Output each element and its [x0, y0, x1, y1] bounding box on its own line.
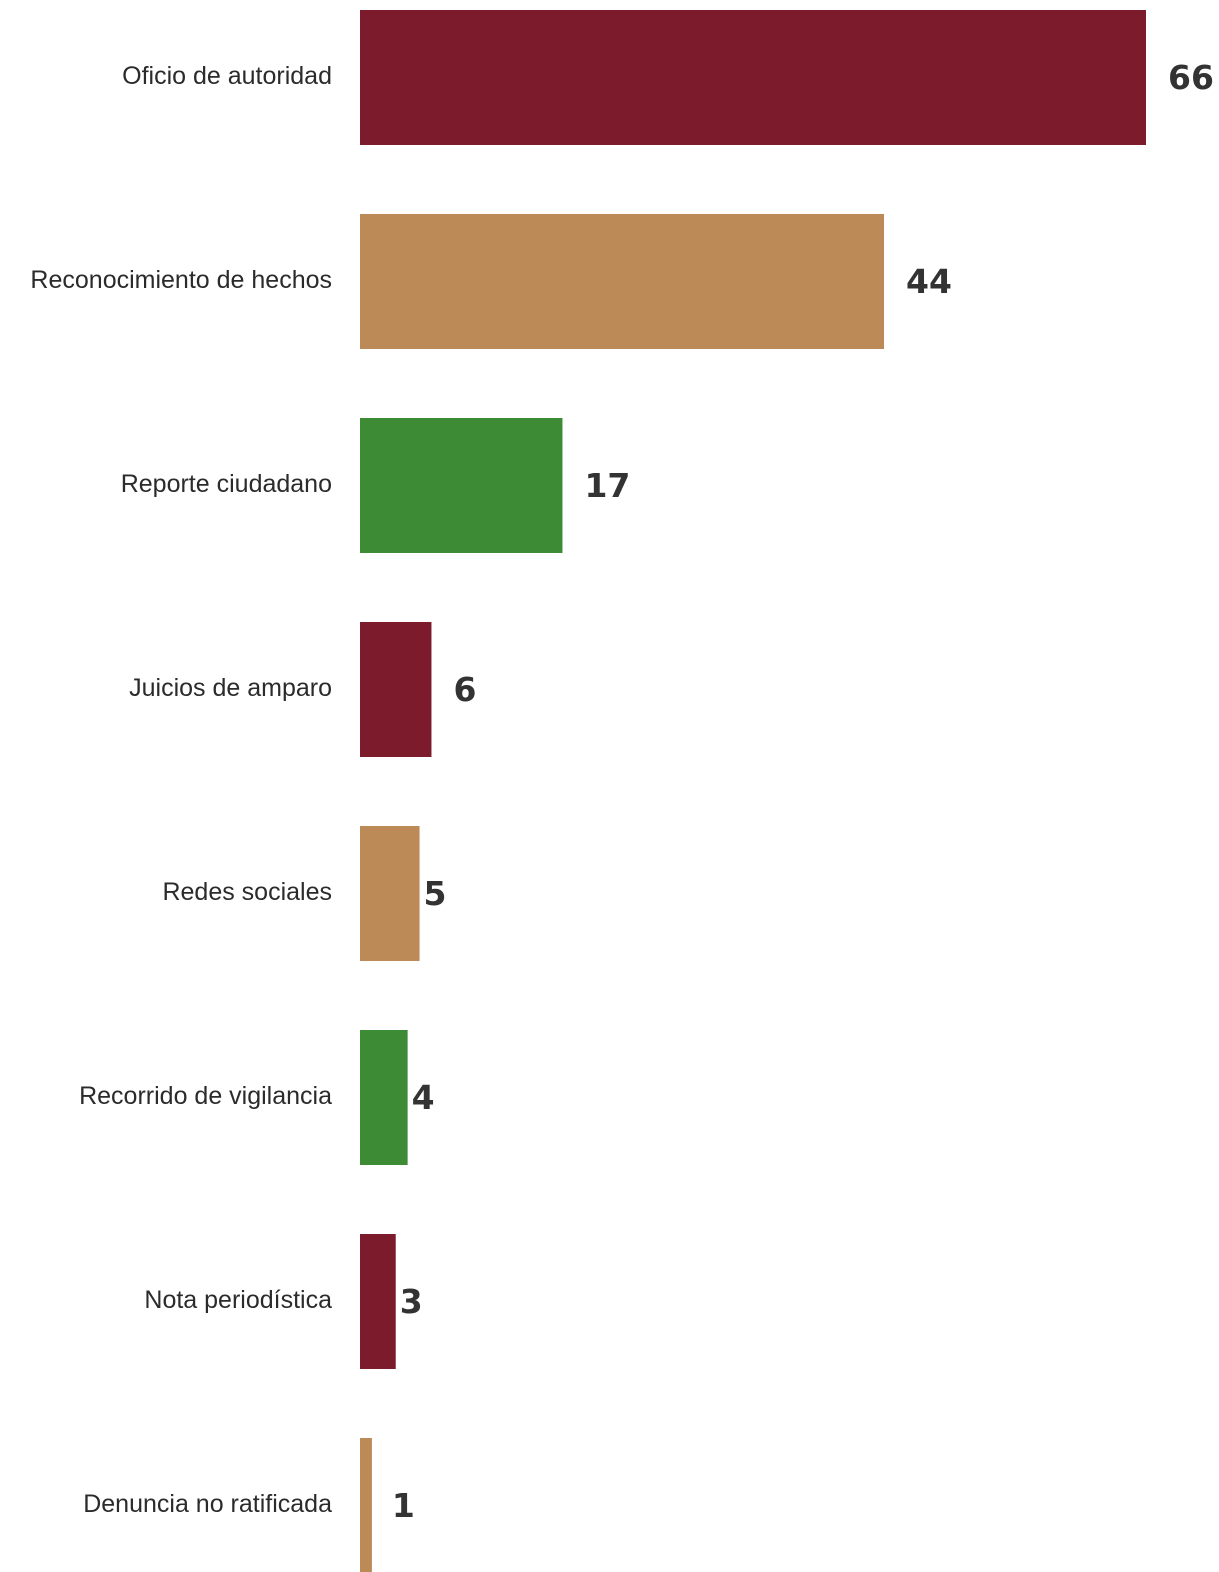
value-label-6: 4 [412, 1078, 435, 1117]
bar-5 [360, 826, 420, 961]
value-labels-layer: 66 44 17 6 5 4 3 1 [392, 58, 1214, 1525]
value-label-8: 1 [392, 1486, 415, 1525]
bar-7 [360, 1234, 396, 1369]
category-label-3: Reporte ciudadano [121, 470, 332, 498]
value-label-2: 44 [906, 262, 952, 301]
value-label-4: 6 [453, 670, 476, 709]
category-label-6: Recorrido de vigilancia [79, 1082, 332, 1110]
category-label-4: Juicios de amparo [129, 674, 332, 702]
category-labels-layer: Oficio de autoridad Reconocimiento de hec… [30, 62, 332, 1518]
category-label-5: Redes sociales [162, 878, 332, 906]
bar-1 [360, 10, 1146, 145]
value-label-7: 3 [400, 1282, 423, 1321]
value-label-1: 66 [1168, 58, 1214, 97]
value-label-3: 17 [584, 466, 630, 505]
category-label-8: Denuncia no ratificada [83, 1490, 332, 1518]
category-label-2: Reconocimiento de hechos [30, 266, 332, 294]
bar-3 [360, 418, 563, 553]
bar-4 [360, 622, 432, 757]
category-label-1: Oficio de autoridad [122, 62, 332, 90]
bar-2 [360, 214, 884, 349]
value-label-5: 5 [424, 874, 447, 913]
bar-6 [360, 1030, 408, 1165]
category-label-7: Nota periodística [144, 1286, 332, 1314]
bars-layer [360, 10, 1146, 1572]
bar-8 [360, 1438, 372, 1572]
